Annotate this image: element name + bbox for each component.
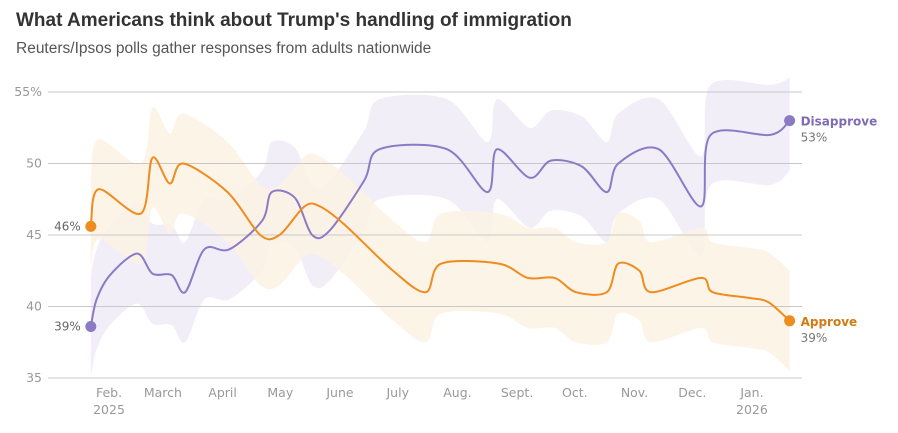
end-point-marker: [784, 315, 796, 327]
start-value-label: 39%: [54, 320, 81, 334]
end-point-marker: [784, 115, 796, 127]
x-tick-label: Aug.: [443, 385, 471, 400]
chart-subtitle: Reuters/Ipsos polls gather responses fro…: [16, 40, 432, 57]
x-tick-label: Feb.: [96, 385, 122, 400]
x-tick-label: May: [267, 385, 293, 400]
x-tick-label: June: [325, 385, 354, 400]
series-line-approve: [89, 156, 791, 322]
end-value-label: 39%: [801, 331, 828, 345]
end-value-label: 53%: [801, 131, 828, 145]
y-tick-label: 50: [26, 156, 42, 171]
x-tick-label: Nov.: [621, 385, 648, 400]
x-tick-label: Oct.: [562, 385, 588, 400]
confidence-band-disapprove: [90, 77, 790, 377]
y-tick-label: 40: [26, 299, 42, 314]
x-tick-label: Jan.: [739, 385, 763, 400]
x-tick-label: Dec.: [678, 385, 706, 400]
series-line-disapprove: [89, 119, 791, 327]
x-tick-label: Sept.: [501, 385, 533, 400]
start-point-marker: [85, 220, 97, 232]
start-value-label: 46%: [54, 219, 81, 233]
confidence-band-approve: [90, 107, 790, 371]
start-point-marker: [85, 321, 97, 333]
y-tick-label: 35: [26, 370, 42, 385]
series-name-label: Disapprove: [801, 115, 878, 129]
chart-title: What Americans think about Trump's handl…: [16, 10, 572, 31]
series-name-label: Approve: [801, 315, 858, 329]
x-tick-year: 2026: [736, 402, 768, 417]
x-tick-label: July: [386, 385, 410, 400]
x-tick-label: April: [208, 385, 237, 400]
y-tick-label: 45: [26, 227, 42, 242]
x-tick-label: March: [144, 385, 182, 400]
y-tick-label: 55%: [14, 84, 42, 99]
x-tick-year: 2025: [93, 402, 125, 417]
